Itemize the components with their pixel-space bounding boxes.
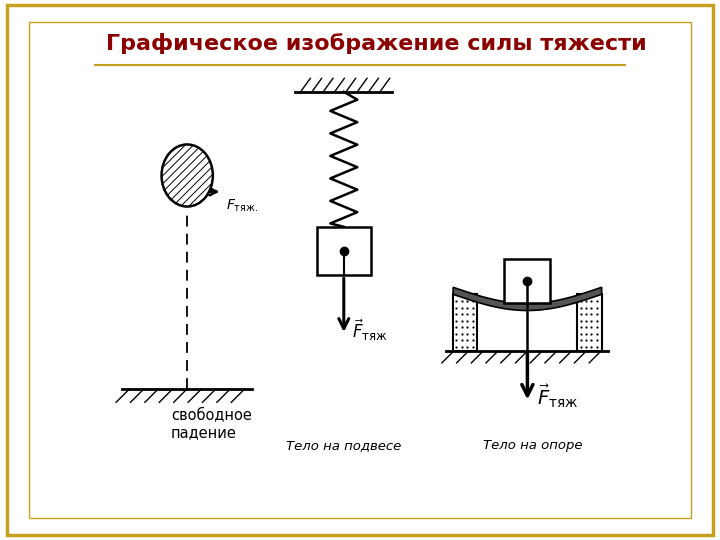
Bar <box>577 294 602 351</box>
Text: $\vec{F}_{\mathsf{тяж}}$: $\vec{F}_{\mathsf{тяж}}$ <box>352 318 387 343</box>
Text: Графическое изображение силы тяжести: Графическое изображение силы тяжести <box>107 33 647 53</box>
Bar <box>505 259 550 303</box>
Bar <box>317 227 371 275</box>
Text: $F_{\mathsf{тяж.}}$: $F_{\mathsf{тяж.}}$ <box>226 198 258 214</box>
Text: свободное
падение: свободное падение <box>171 408 252 440</box>
Polygon shape <box>453 287 602 310</box>
Bar <box>453 294 477 351</box>
Text: $\vec{F}_{\mathsf{тяж}}$: $\vec{F}_{\mathsf{тяж}}$ <box>537 382 579 410</box>
Text: Тело на опоре: Тело на опоре <box>483 439 582 452</box>
Ellipse shape <box>161 144 213 206</box>
Text: Тело на подвесе: Тело на подвесе <box>286 439 402 452</box>
